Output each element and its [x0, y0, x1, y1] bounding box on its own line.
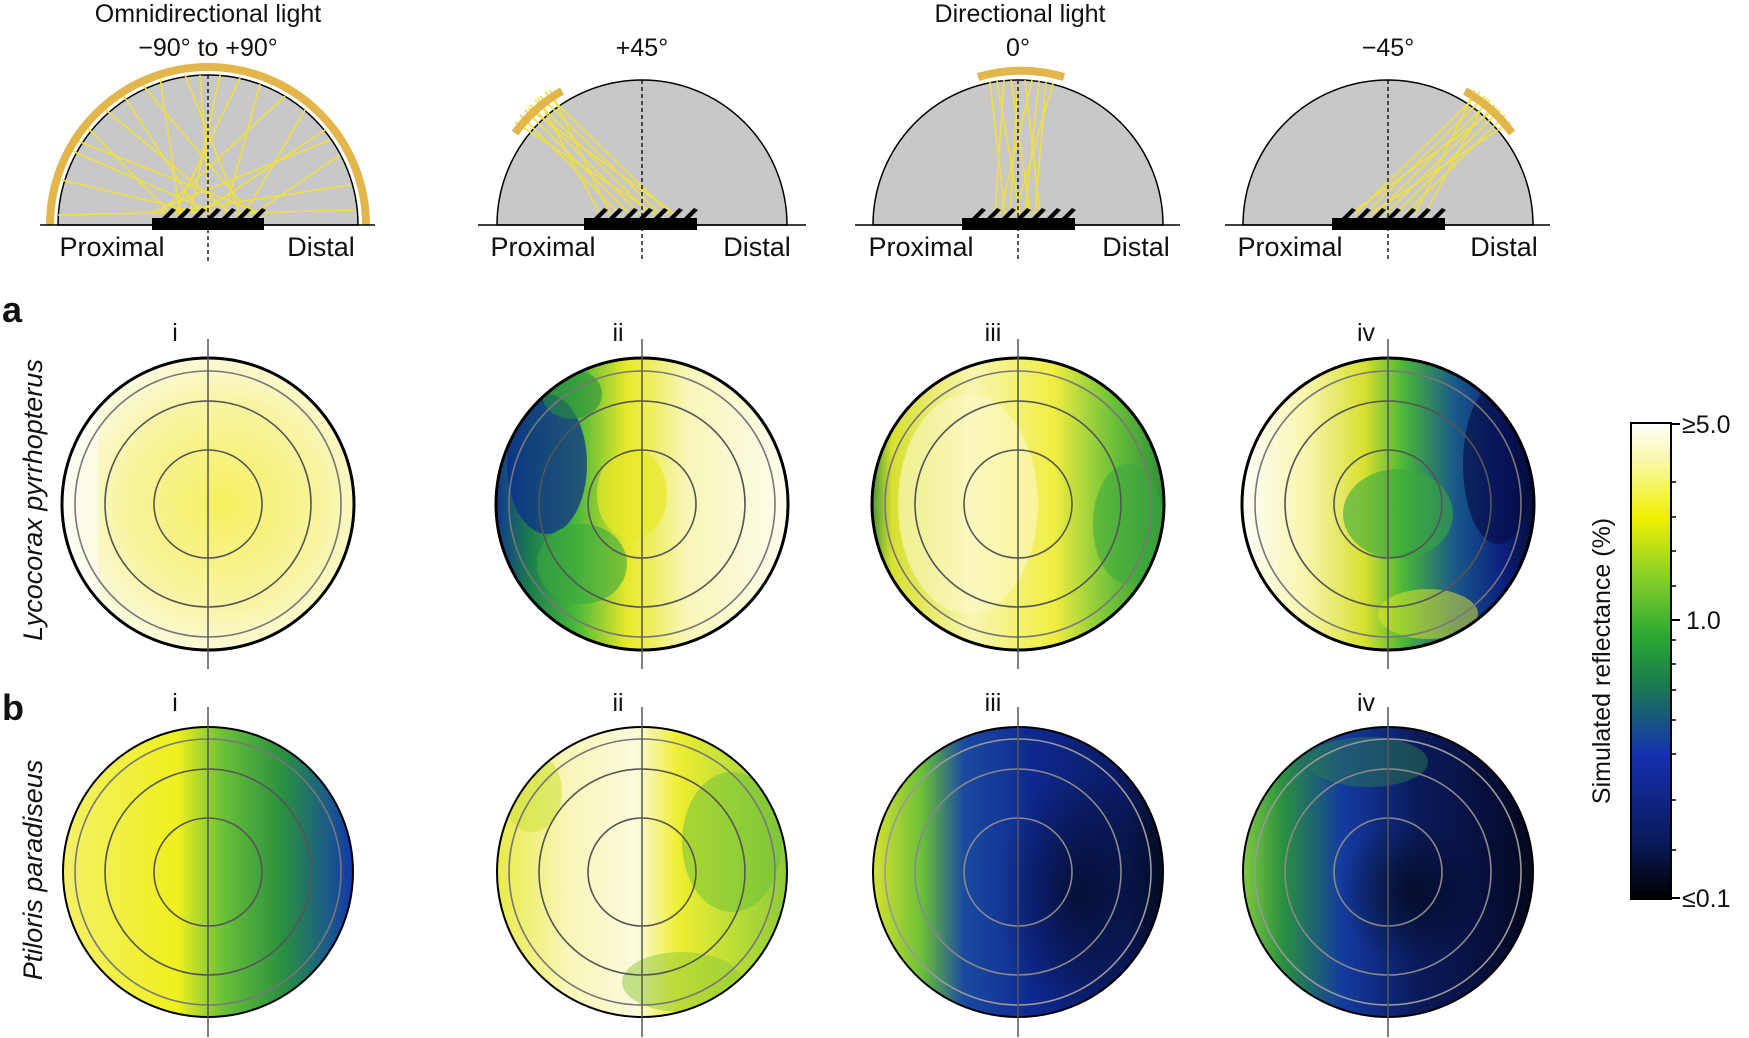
hemisphere-omni — [40, 63, 375, 262]
directional-title: Directional light — [935, 0, 1106, 28]
colorbar: ≥5.0 1.0 ≤0.1 Simulated reflectance (%) — [1588, 411, 1730, 913]
subpanel-b-iii: iii — [985, 689, 1002, 717]
hemisphere-0 — [855, 66, 1180, 262]
distal-label-4: Distal — [1470, 232, 1538, 262]
subpanel-a-iv: iv — [1357, 319, 1376, 347]
disc-b-ii — [496, 707, 788, 1037]
disc-b-iii — [872, 707, 1164, 1037]
panel-label-b: b — [2, 687, 24, 728]
hemisphere-minus45 — [1225, 79, 1550, 262]
disc-a-ii — [494, 339, 790, 669]
disc-b-iv — [1242, 707, 1534, 1037]
colorbar-tick-min: ≤0.1 — [1682, 885, 1730, 913]
omni-title: Omnidirectional light — [95, 0, 322, 28]
disc-a-iv — [1240, 339, 1536, 669]
distal-label-1: Distal — [287, 232, 355, 262]
hemisphere-plus45 — [478, 79, 806, 262]
proximal-label-3: Proximal — [868, 232, 973, 262]
colorbar-tick-mid: 1.0 — [1686, 607, 1721, 635]
proximal-label-1: Proximal — [59, 232, 164, 262]
disc-a-iii — [870, 339, 1166, 669]
angle-0: 0° — [1006, 34, 1030, 62]
distal-label-2: Distal — [723, 232, 791, 262]
disc-b-i — [62, 707, 354, 1037]
subpanel-a-i: i — [172, 319, 178, 347]
subpanel-b-ii: ii — [612, 689, 623, 717]
colorbar-gradient — [1630, 422, 1672, 900]
proximal-label-2: Proximal — [490, 232, 595, 262]
angle-minus45: −45° — [1362, 34, 1414, 62]
colorbar-tick-max: ≥5.0 — [1682, 411, 1730, 439]
angle-plus45: +45° — [616, 34, 668, 62]
subpanel-b-iv: iv — [1357, 689, 1376, 717]
colorbar-label: Simulated reflectance (%) — [1588, 518, 1616, 804]
panel-label-a: a — [2, 289, 23, 330]
omni-range: −90° to +90° — [138, 34, 278, 62]
species-label-b: Ptiloris paradiseus — [18, 760, 48, 981]
distal-label-3: Distal — [1102, 232, 1170, 262]
proximal-label-4: Proximal — [1237, 232, 1342, 262]
subpanel-a-iii: iii — [985, 319, 1002, 347]
species-label-a: Lycocorax pyrrhopterus — [18, 359, 48, 641]
disc-a-i — [60, 339, 356, 669]
subpanel-b-i: i — [172, 689, 178, 717]
subpanel-a-ii: ii — [612, 319, 623, 347]
